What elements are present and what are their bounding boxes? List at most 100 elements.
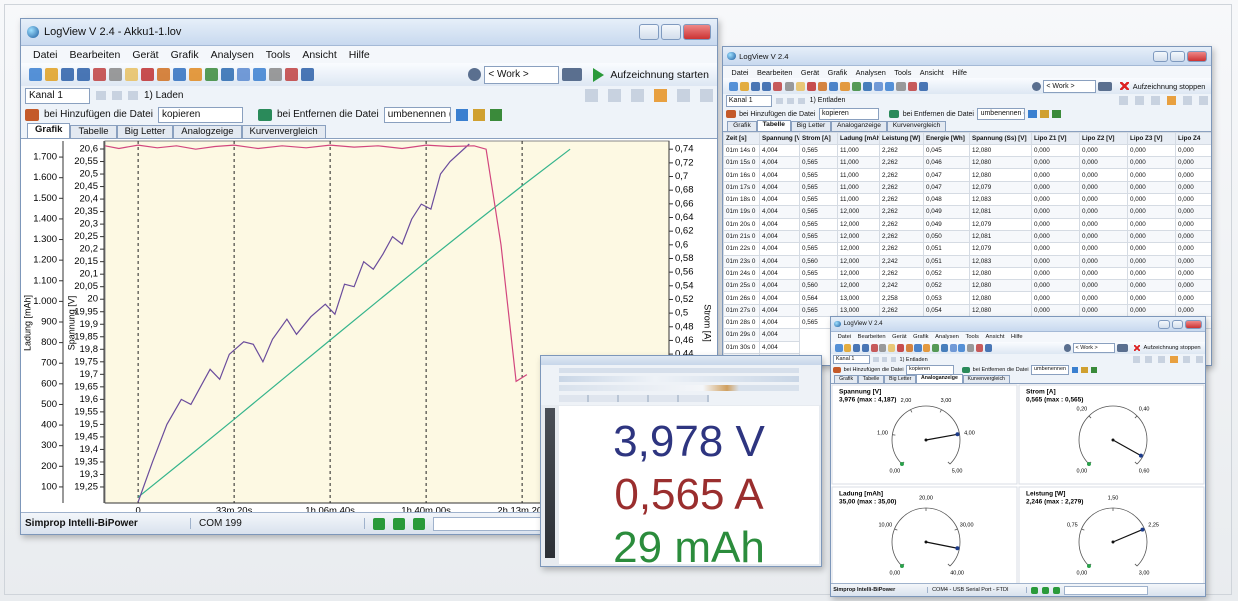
toolbar-button[interactable]: [932, 344, 939, 351]
menu-item[interactable]: Ansicht: [986, 334, 1005, 340]
toolbar-button[interactable]: [807, 82, 816, 91]
toolbar-button[interactable]: [585, 89, 598, 102]
work-select[interactable]: < Work >: [1043, 80, 1096, 93]
menu-item[interactable]: Tools: [965, 334, 978, 340]
tab[interactable]: Big Letter: [791, 121, 831, 130]
nav-button[interactable]: [128, 91, 138, 100]
menu-item[interactable]: Gerät: [892, 334, 906, 340]
menu-item[interactable]: Hilfe: [952, 68, 967, 77]
toolbar-button[interactable]: [189, 68, 202, 81]
record-button[interactable]: Aufzeichnung starten: [593, 68, 709, 82]
toolbar-button[interactable]: [301, 68, 314, 81]
column-header[interactable]: Energie [Wh]: [924, 132, 970, 144]
menu-item[interactable]: Datei: [838, 334, 851, 340]
column-header[interactable]: Leistung [W]: [880, 132, 924, 144]
menu-item[interactable]: Datei: [33, 49, 58, 61]
toolbar-button[interactable]: [631, 89, 644, 102]
nav-button[interactable]: [787, 98, 794, 104]
toolbar-button[interactable]: [829, 82, 838, 91]
toolbar-button[interactable]: [93, 68, 106, 81]
toolbar-button[interactable]: [1119, 96, 1128, 105]
menu-item[interactable]: Analysen: [856, 68, 886, 77]
tab[interactable]: Tabelle: [757, 120, 791, 131]
toolbar-button[interactable]: [1040, 110, 1048, 118]
toolbar-button[interactable]: [253, 68, 266, 81]
minimize-button[interactable]: [639, 24, 659, 40]
column-header[interactable]: Lipo Z4: [1176, 132, 1212, 144]
nav-button[interactable]: [112, 91, 122, 100]
maximize-button[interactable]: [661, 24, 681, 40]
menu-item[interactable]: Hilfe: [349, 49, 370, 61]
tab[interactable]: Kurvenvergleich: [963, 375, 1010, 383]
toolbar-button[interactable]: [729, 82, 738, 91]
toolbar-button[interactable]: [985, 344, 992, 351]
record-button[interactable]: Aufzeichnung stoppen: [1120, 82, 1205, 91]
tab[interactable]: Analoganzeige: [916, 374, 963, 383]
toolbar-button[interactable]: [1098, 82, 1112, 91]
toolbar-button[interactable]: [608, 89, 621, 102]
menu-item[interactable]: Datei: [731, 68, 748, 77]
toolbar-button[interactable]: [1183, 96, 1192, 105]
toolbar-button[interactable]: [853, 344, 860, 351]
tab[interactable]: Kurvenvergleich: [887, 121, 946, 130]
toolbar-button[interactable]: [919, 82, 928, 91]
toolbar-button[interactable]: [173, 68, 186, 81]
tab[interactable]: Big Letter: [117, 125, 174, 138]
toolbar-button[interactable]: [950, 344, 957, 351]
column-header[interactable]: Lipo Z3 [V]: [1128, 132, 1176, 144]
menu-item[interactable]: Bearbeiten: [757, 68, 793, 77]
toolbar-button[interactable]: [1199, 96, 1208, 105]
toolbar-button[interactable]: [785, 82, 794, 91]
tab[interactable]: Kurvenvergleich: [242, 125, 326, 138]
close-button[interactable]: [1185, 320, 1201, 330]
channel-select[interactable]: Kanal 1: [833, 355, 870, 365]
toolbar-button[interactable]: [677, 89, 690, 102]
close-button[interactable]: [1187, 51, 1207, 63]
column-header[interactable]: Spannung [V]: [760, 132, 800, 144]
nav-button[interactable]: [882, 357, 888, 362]
toolbar-button[interactable]: [77, 68, 90, 81]
menu-item[interactable]: Analysen: [211, 49, 254, 61]
nav-button[interactable]: [96, 91, 106, 100]
toolbar-button[interactable]: [654, 89, 667, 102]
toolbar-button[interactable]: [61, 68, 74, 81]
menu-item[interactable]: Gerät: [801, 68, 819, 77]
toolbar-button[interactable]: [157, 68, 170, 81]
remove-select[interactable]: umbenennen (: [1031, 365, 1069, 375]
toolbar-button[interactable]: [740, 82, 749, 91]
toolbar-button[interactable]: [221, 68, 234, 81]
menu-item[interactable]: Grafik: [171, 49, 199, 61]
toolbar-button[interactable]: [906, 344, 913, 351]
toolbar-button[interactable]: [1151, 96, 1160, 105]
column-header[interactable]: Strom [A]: [800, 132, 838, 144]
toolbar-button[interactable]: [237, 68, 250, 81]
toolbar-button[interactable]: [1183, 356, 1190, 363]
channel-select[interactable]: Kanal 1: [25, 88, 90, 104]
toolbar-button[interactable]: [468, 68, 481, 81]
toolbar-button[interactable]: [1117, 344, 1128, 351]
menu-item[interactable]: Grafik: [913, 334, 928, 340]
toolbar-button[interactable]: [751, 82, 760, 91]
toolbar-button[interactable]: [1028, 110, 1036, 118]
toolbar-button[interactable]: [1170, 356, 1177, 363]
close-button[interactable]: [683, 24, 711, 40]
column-header[interactable]: Lipo Z1 [V]: [1032, 132, 1080, 144]
menu-item[interactable]: Analysen: [935, 334, 959, 340]
toolbar-button[interactable]: [941, 344, 948, 351]
toolbar-button[interactable]: [871, 344, 878, 351]
toolbar-button[interactable]: [1145, 356, 1152, 363]
toolbar-button[interactable]: [125, 68, 138, 81]
toolbar-button[interactable]: [109, 68, 122, 81]
toolbar-button[interactable]: [1091, 367, 1098, 374]
toolbar-button[interactable]: [796, 82, 805, 91]
menu-item[interactable]: Bearbeiten: [858, 334, 886, 340]
add-select[interactable]: kopieren: [819, 108, 879, 120]
menu-item[interactable]: Bearbeiten: [70, 49, 121, 61]
menu-item[interactable]: Ansicht: [920, 68, 944, 77]
tab[interactable]: Analoganzeige: [831, 121, 887, 130]
toolbar-button[interactable]: [852, 82, 861, 91]
column-header[interactable]: Zeit [s]: [724, 132, 760, 144]
nav-button[interactable]: [891, 357, 897, 362]
toolbar-button[interactable]: [1167, 96, 1176, 105]
toolbar-button[interactable]: [1032, 82, 1041, 91]
